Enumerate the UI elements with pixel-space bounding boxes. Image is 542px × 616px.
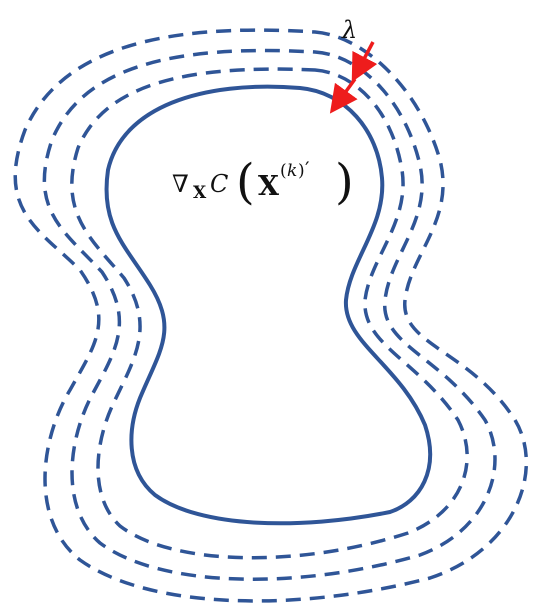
close-parenthesis: ) (335, 154, 354, 210)
gradient-expression: ∇ X C ( X ( k ) ′ ) (172, 154, 354, 210)
lambda-label: λ (341, 16, 357, 44)
superscript-close-paren: ) (298, 161, 305, 181)
step-arrow-inner (329, 77, 358, 114)
nabla-subscript: X (193, 183, 207, 203)
solid-boundary-contour (104, 84, 432, 526)
argument-symbol: X (258, 171, 279, 202)
superscript-index: k (287, 161, 297, 181)
cost-symbol: C (210, 170, 228, 198)
prime-mark: ′ (305, 157, 310, 181)
step-arrow-outer (351, 41, 378, 83)
inner-dashed-contour-1 (70, 67, 469, 560)
outer-dashed-contour-3 (13, 28, 529, 603)
nabla-symbol: ∇ (172, 170, 189, 198)
middle-dashed-contour-2 (42, 48, 497, 581)
open-parenthesis: ( (236, 154, 255, 210)
superscript-open-paren: ( (280, 161, 287, 181)
